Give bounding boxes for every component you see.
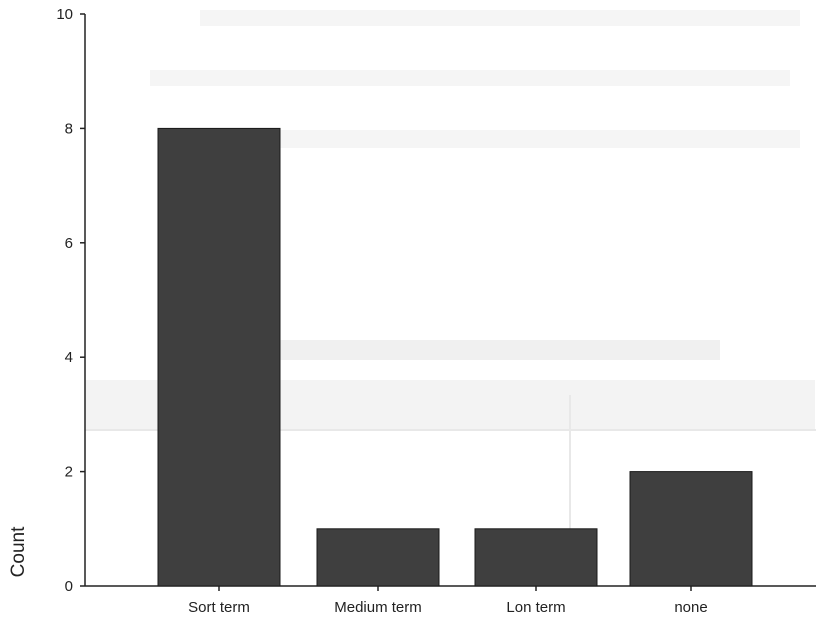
- labels: 0 2 4 6 8 10 Count Sort term Medium term Lon term…: [8, 6, 708, 616]
- y-tick-label: 6: [65, 235, 73, 252]
- y-tick-label: 0: [65, 578, 73, 595]
- x-tick-label: Lon term: [506, 599, 565, 616]
- y-tick-label: 2: [65, 464, 73, 481]
- bar: [316, 528, 440, 587]
- x-tick-label: none: [674, 599, 707, 616]
- y-tick-label: 4: [65, 349, 73, 366]
- y-tick-label: 8: [65, 120, 73, 137]
- bars: [157, 127, 753, 587]
- y-tick-label: 10: [56, 6, 73, 23]
- bar: [629, 471, 753, 587]
- scan-bleed-through: [85, 10, 816, 530]
- bar: [474, 528, 598, 587]
- x-tick-label: Medium term: [334, 599, 422, 616]
- y-axis-title: Count: [8, 526, 29, 577]
- bar: [157, 127, 281, 587]
- x-tick-label: Sort term: [188, 599, 250, 616]
